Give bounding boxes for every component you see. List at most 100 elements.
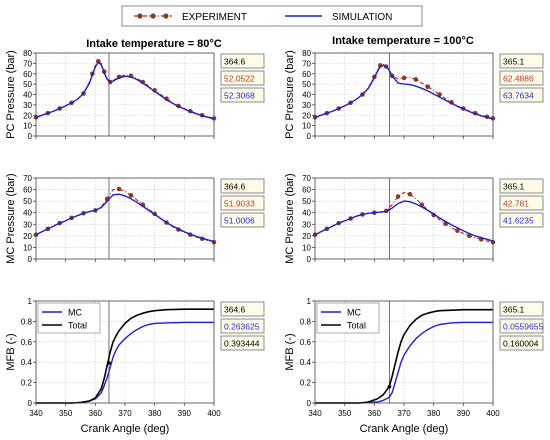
y-tick-label: 60 [23,186,32,195]
y-tick-label: 0 [307,132,312,141]
plot-legend-box [37,302,101,334]
y-tick-label: 50 [23,197,32,206]
readout-box [499,178,544,194]
readout-value: 0.160004 [503,339,539,349]
y-tick-label: 1 [307,297,312,306]
data-point-experiment [455,228,460,233]
data-point-experiment [128,193,134,198]
readout-value: 51.9033 [224,199,255,209]
y-tick-label: 30 [23,101,32,110]
x-tick-label: 340 [29,409,43,418]
y-tick-label: 10 [302,122,311,131]
plot-legend-label: MC [347,308,361,318]
series-line-mc [315,321,493,404]
x-tick-label: 370 [397,409,411,418]
plot-legend-box [316,302,380,334]
column-title-80: Intake temperature = 80°C [86,38,222,50]
readout-value: 364.6 [224,182,246,192]
chart-mc-100: 0 10 20 30 40 50 60 70 MC Pressure (bar) 365.1 42.… [284,173,544,264]
top-legend: EXPERIMENT SIMULATION [121,5,423,27]
y-tick-label: 50 [302,197,311,206]
readout-value: 52.3068 [224,91,255,101]
y-tick-label: 20 [23,111,32,120]
series-line-simulation [314,200,494,242]
y-axis-label: MC Pressure (bar) [5,173,17,263]
y-tick-label: 80 [23,49,32,58]
y-tick-label: 0 [28,255,33,264]
readout-box [499,87,544,103]
series-line-total [36,308,214,404]
y-tick-label: 20 [23,232,32,241]
readout-box [220,335,265,351]
y-tick-label: 60 [302,70,311,79]
readout-value: 364.6 [224,305,246,315]
y-tick-label: 0.2 [21,379,33,388]
data-point-experiment [116,186,122,192]
data-point-experiment [413,77,419,82]
chart-mfb-80: 0 0.2 0.4 0.6 0.8 1 340 350 360 370 380 390 400 MFB (… [5,297,265,435]
y-tick-label: 80 [302,49,311,58]
x-tick-label: 370 [118,409,132,418]
readout-value: 51.0006 [224,216,255,226]
legend-experiment-marker [163,13,169,19]
x-axis-label: Crank Angle (deg) [360,423,449,435]
y-axis-label: PC Pressure (bar) [284,50,296,139]
series-line-experiment [314,191,494,243]
y-tick-label: 0.4 [21,358,33,367]
series-line-simulation [35,193,215,243]
readout-box [220,70,265,86]
y-tick-label: 0 [28,399,33,408]
readout-box [220,318,265,334]
y-tick-label: 60 [23,70,32,79]
x-tick-label: 380 [427,409,441,418]
x-tick-label: 390 [178,409,192,418]
readout-value: 63.7634 [503,91,534,101]
readout-box [499,53,544,69]
cursor-marker [107,361,111,365]
data-point-experiment [395,194,401,199]
y-tick-label: 0.6 [21,338,33,347]
chart-mfb-100: 0 0.2 0.4 0.6 0.8 1 340 350 360 370 380 390 400 MFB (… [284,297,543,435]
y-tick-label: 60 [302,186,311,195]
x-tick-label: 390 [457,409,471,418]
x-tick-label: 360 [89,409,103,418]
legend-experiment-marker [150,13,156,19]
series-line-total [315,308,493,404]
readout-box [220,212,265,228]
y-tick-label: 30 [302,220,311,229]
plot-legend-label: MC [68,308,82,318]
y-tick-label: 30 [302,101,311,110]
readout-box [499,70,544,86]
readout-box [220,301,265,317]
cursor-marker [387,384,392,389]
y-tick-label: 30 [23,220,32,229]
readout-value: 364.6 [224,57,246,67]
column-title-100: Intake temperature = 100°C [332,35,474,47]
readout-box [220,195,265,211]
series-line-simulation [35,61,215,120]
y-tick-label: 40 [302,209,311,218]
y-tick-label: 10 [302,243,311,252]
readout-box [220,87,265,103]
readout-value: 365.1 [503,305,525,315]
x-axis-label: Crank Angle (deg) [81,423,170,435]
y-tick-label: 70 [302,174,311,183]
y-tick-label: 50 [23,80,32,89]
x-tick-label: 340 [308,409,322,418]
y-tick-label: 0.2 [300,379,312,388]
y-tick-label: 1 [28,297,33,306]
y-axis-label: MC Pressure (bar) [284,173,296,263]
readout-box [220,53,265,69]
y-tick-label: 50 [302,80,311,89]
readout-box [220,178,265,194]
legend-box [121,5,423,27]
readout-value: 365.1 [503,57,525,67]
y-tick-label: 70 [302,59,311,68]
readout-value: 42.781 [503,199,529,209]
y-tick-label: 10 [23,122,32,131]
y-tick-label: 10 [23,243,32,252]
data-point-experiment [425,84,431,90]
